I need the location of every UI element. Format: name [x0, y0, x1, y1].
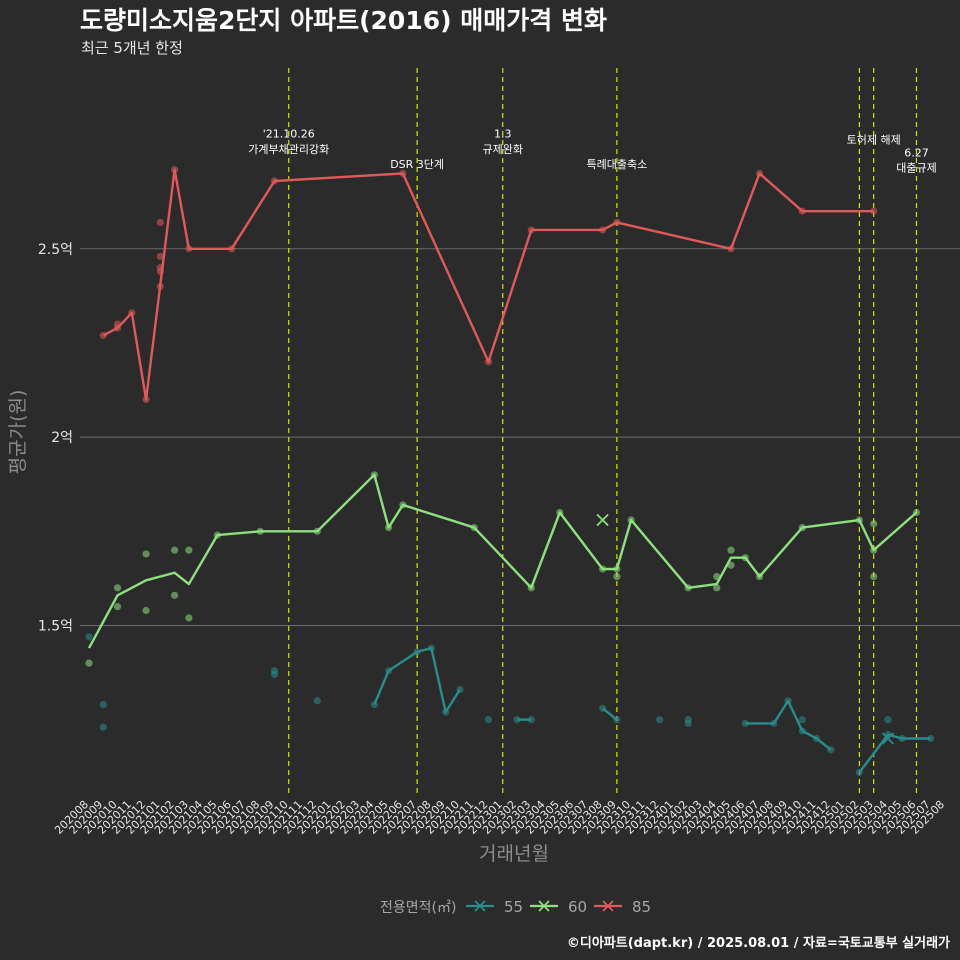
data-point: [85, 659, 93, 667]
series-line: [601, 707, 618, 721]
legend-title: 전용면적(㎡): [380, 900, 456, 916]
data-point: [713, 584, 721, 592]
data-point: [656, 716, 664, 724]
data-point: [185, 546, 193, 554]
data-point: [727, 546, 735, 554]
data-point: [927, 734, 935, 743]
event-label: 가계부채관리강화: [248, 143, 329, 156]
data-point: [99, 700, 107, 709]
data-point: [171, 546, 179, 554]
series-85: [99, 166, 878, 404]
y-tick-label: 2.5억: [38, 242, 73, 258]
series-line: [87, 473, 918, 649]
data-point: [527, 716, 535, 724]
source-caption: ©디아파트(dapt.kr) / 2025.08.01 / 자료=국토교통부 실…: [567, 935, 950, 951]
data-point: [484, 716, 493, 724]
cross-marker: [881, 732, 895, 745]
event-label: DSR 3단계: [390, 158, 444, 171]
series-55: [85, 633, 935, 776]
event-label: 특례대출축소: [586, 158, 647, 171]
legend-key-cross: [602, 900, 614, 912]
y-axis-title: 평균가(원): [7, 390, 29, 475]
legend-label: 55: [504, 898, 523, 916]
data-point: [798, 716, 806, 724]
legend-key-cross: [474, 900, 486, 912]
chart-subtitle: 최근 5개년 한정: [81, 39, 183, 57]
data-point: [156, 218, 164, 227]
data-point: [156, 252, 164, 260]
event-label: 6.27: [904, 147, 929, 160]
y-tick-label: 1.5억: [38, 618, 73, 634]
event-lines: [288, 68, 918, 795]
y-tick-label: 2억: [51, 430, 73, 446]
data-point: [684, 719, 692, 728]
data-point: [870, 207, 878, 215]
x-axis-title: 거래년월: [479, 843, 549, 865]
legend-label: 85: [632, 898, 651, 916]
data-point: [99, 723, 107, 731]
data-point: [142, 606, 150, 615]
data-point: [113, 584, 122, 592]
chart-title: 도량미소지움2단지 아파트(2016) 매매가격 변화: [80, 6, 607, 35]
data-point: [870, 572, 878, 581]
series-line: [858, 733, 931, 774]
event-label: 규제완화: [482, 143, 522, 156]
data-point: [313, 697, 321, 705]
event-label: '21.10.26: [263, 128, 315, 141]
series-layer: [85, 166, 935, 776]
data-point: [171, 591, 179, 599]
series-60: [85, 471, 921, 667]
data-point: [870, 520, 878, 528]
legend-label: 60: [568, 898, 587, 916]
y-tick-labels: 1.5억 2억 2.5억: [38, 242, 73, 635]
legend-key-cross: [538, 900, 550, 912]
data-point: [613, 572, 621, 581]
data-point: [884, 716, 892, 724]
x-tick-labels: 2020082020092020102020112020122021012021…: [52, 798, 947, 837]
data-point: [142, 550, 150, 558]
event-label: 대출규제: [896, 162, 936, 175]
series-line: [745, 699, 832, 751]
series-line: [102, 168, 874, 401]
data-point: [113, 603, 122, 611]
legend: 전용면적(㎡) 55 60 85: [380, 898, 651, 916]
data-point: [85, 633, 93, 641]
data-point: [270, 670, 279, 679]
event-label: 토허제 해제: [847, 132, 901, 146]
data-point: [185, 614, 193, 622]
cross-marker: [596, 513, 609, 527]
event-label: 1.3: [494, 128, 512, 141]
series-line: [373, 646, 461, 714]
